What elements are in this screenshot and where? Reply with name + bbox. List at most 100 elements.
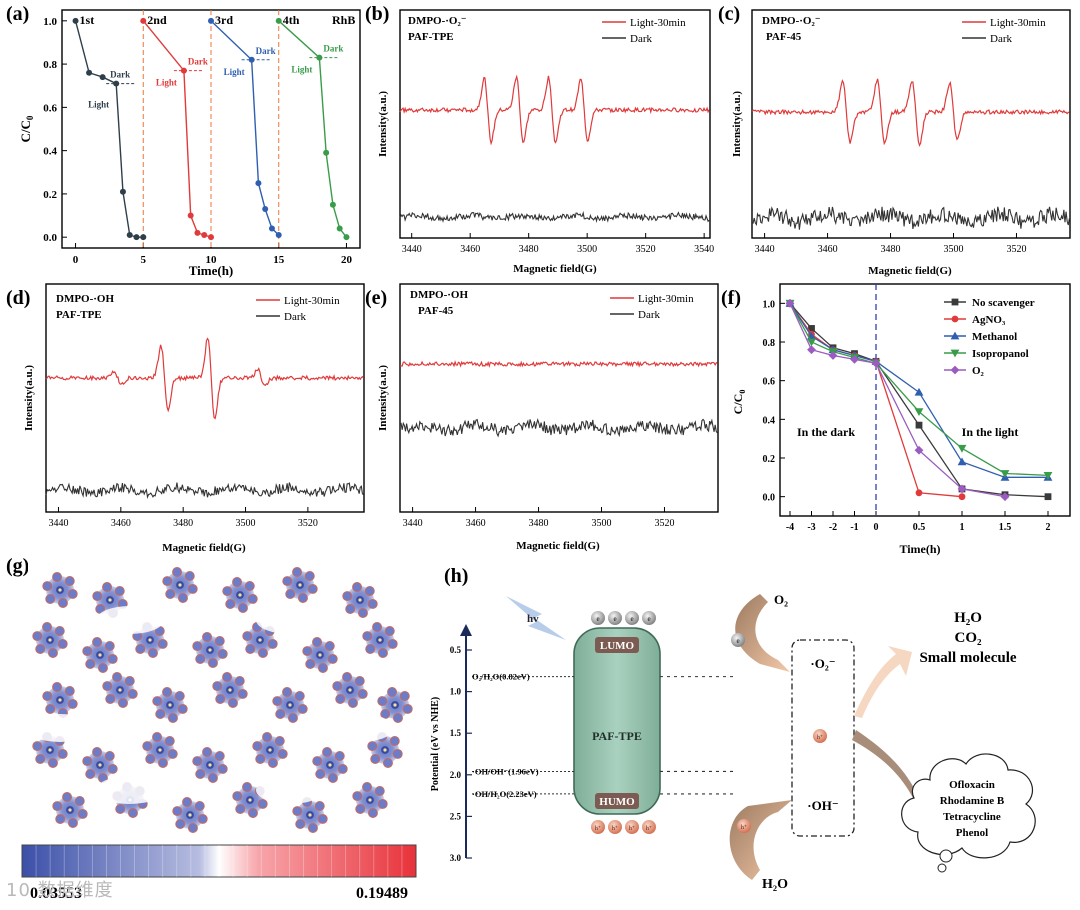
panel-a-corner-label: RhB bbox=[332, 13, 355, 27]
panel-d-ylabel: Intensity(a.u.) bbox=[23, 365, 35, 431]
molecule-lobe bbox=[42, 581, 53, 592]
molecule-lobe bbox=[399, 690, 410, 701]
panel-e-xlabel: Magnetic field(G) bbox=[516, 540, 600, 552]
pollutant-1: Ofloxacin bbox=[949, 779, 995, 791]
panel-h-label: (h) bbox=[444, 565, 468, 587]
f-ytick-label: 0.8 bbox=[763, 338, 776, 349]
panel-f-frame bbox=[779, 283, 1071, 517]
molecule-lobe bbox=[42, 691, 53, 702]
panel-a-ylabel: C/C0 bbox=[18, 115, 35, 142]
f-point bbox=[828, 351, 838, 360]
molecule-lobe bbox=[242, 631, 253, 642]
humo-box bbox=[595, 793, 639, 809]
molecule-lobe bbox=[327, 653, 338, 664]
potential-levels: O₂/H₂O(0.82eV) ·OH/OH⁻(1.96eV) ·OH/H₂O(2.2… bbox=[472, 672, 736, 799]
panel-b-frame bbox=[399, 9, 711, 239]
molecule-lobe bbox=[57, 748, 68, 759]
molecule-lobe bbox=[262, 732, 273, 743]
molecule-lobe bbox=[337, 763, 348, 774]
molecule-lobe bbox=[197, 813, 208, 824]
panel-c: (c) DMPO-·O₂⁻ PAF-45 3440 3460 3480 3500 352… bbox=[718, 3, 1071, 277]
f-legend-label: O₂ bbox=[972, 365, 985, 377]
light-label: hv bbox=[527, 613, 539, 625]
f-point bbox=[957, 444, 967, 453]
carrier-balls: e h⁺ e h⁺ e h⁺ e h⁺ bbox=[591, 611, 656, 834]
f-ytick-label: 0.0 bbox=[763, 493, 776, 504]
molecule-lobe bbox=[47, 757, 58, 768]
molecule-center bbox=[68, 808, 72, 812]
a-ytick-label: 1.0 bbox=[43, 16, 57, 28]
epr-xtick-label: 3460 bbox=[111, 518, 131, 529]
panel-d-title1: DMPO-·OH bbox=[56, 293, 114, 305]
molecule-lobe bbox=[304, 570, 315, 581]
molecule-lobe bbox=[155, 709, 166, 720]
a-light-label: Light bbox=[88, 100, 109, 110]
molecule-lobe bbox=[135, 644, 146, 655]
epr-xtick-label: 3440 bbox=[403, 518, 423, 529]
a-point bbox=[140, 234, 147, 241]
panel-c-label: (c) bbox=[718, 3, 740, 25]
potential-axis-label: Potential (eV vs NHE) bbox=[430, 697, 441, 792]
f-xtick-label: 2 bbox=[1046, 522, 1051, 533]
f-point bbox=[914, 387, 924, 396]
f-ytick-label: 1.0 bbox=[763, 299, 776, 310]
panel-a-plot: 0 5 10 15 20 0.0 0.2 0.4 0.6 0.8 1.0 1st 2nd 3rd 4th Da… bbox=[43, 10, 352, 266]
molecule-lobe bbox=[97, 662, 108, 673]
panel-b-title1: DMPO-·O₂⁻ bbox=[408, 15, 467, 27]
panel-f-region-light: In the light bbox=[962, 425, 1019, 439]
framework-pore bbox=[256, 606, 324, 634]
epr-light-line bbox=[751, 78, 1070, 147]
pollutant-cloud bbox=[901, 753, 1036, 859]
f-point bbox=[807, 345, 816, 355]
molecule-lobe bbox=[345, 604, 356, 615]
level-label: ·OH/H₂O(2.23eV) bbox=[472, 789, 537, 799]
molecule-lobe bbox=[362, 631, 373, 642]
epr-xtick-label: 3440 bbox=[48, 518, 68, 529]
molecule-center bbox=[178, 583, 182, 587]
a-ytick-label: 0.8 bbox=[43, 59, 57, 71]
f-point bbox=[915, 489, 923, 497]
molecule-lobe bbox=[315, 769, 326, 780]
colorbar-min-label: 0.03553 bbox=[30, 885, 82, 902]
a-xtick-label: 0 bbox=[73, 254, 79, 266]
pollutant-arrow-icon bbox=[852, 730, 928, 812]
light-bolt-icon bbox=[506, 596, 566, 640]
epr-xtick-label: 3480 bbox=[519, 244, 539, 255]
molecule-lobe bbox=[92, 591, 103, 602]
molecule-lobe bbox=[247, 593, 258, 604]
epr-legend-dark: Dark bbox=[284, 311, 306, 323]
molecule-lobe bbox=[282, 576, 293, 587]
molecule-lobe bbox=[342, 672, 353, 683]
a-point bbox=[133, 234, 140, 241]
molecule-lobe bbox=[365, 644, 376, 655]
molecule-center bbox=[98, 763, 102, 767]
molecule-lobe bbox=[302, 646, 313, 657]
molecule-lobe bbox=[355, 804, 366, 815]
panel-f-ylabel: C/C0 bbox=[731, 390, 747, 415]
molecule-lobe bbox=[335, 694, 346, 705]
molecule-lobe bbox=[115, 804, 126, 815]
h2o-hole-label: h⁺ bbox=[741, 825, 747, 831]
molecule-center bbox=[378, 638, 382, 642]
molecule-lobe bbox=[292, 567, 303, 578]
molecule-lobe bbox=[64, 685, 75, 696]
epr-legend-light: Light-30min bbox=[990, 17, 1046, 29]
molecule-center bbox=[298, 583, 302, 587]
epr-xtick-label: 3460 bbox=[466, 518, 486, 529]
products-arrow-icon bbox=[854, 646, 912, 718]
a-point bbox=[99, 74, 106, 81]
hole-ball bbox=[591, 820, 605, 834]
electron-ball bbox=[608, 611, 622, 625]
molecule-lobe bbox=[217, 763, 228, 774]
epr-xtick-label: 3520 bbox=[298, 518, 318, 529]
a-cycle-label: 1st bbox=[80, 13, 95, 27]
framework-pore bbox=[256, 776, 324, 804]
a-xtick-label: 10 bbox=[206, 254, 218, 266]
panel-c-ylabel: Intensity(a.u.) bbox=[731, 91, 743, 157]
molecule-lobe bbox=[42, 622, 53, 633]
f-point bbox=[807, 338, 816, 347]
molecule-lobe bbox=[342, 591, 353, 602]
molecule-center bbox=[328, 763, 332, 767]
panel-f-label: (f) bbox=[721, 287, 741, 309]
epr-dark-line bbox=[399, 418, 718, 438]
